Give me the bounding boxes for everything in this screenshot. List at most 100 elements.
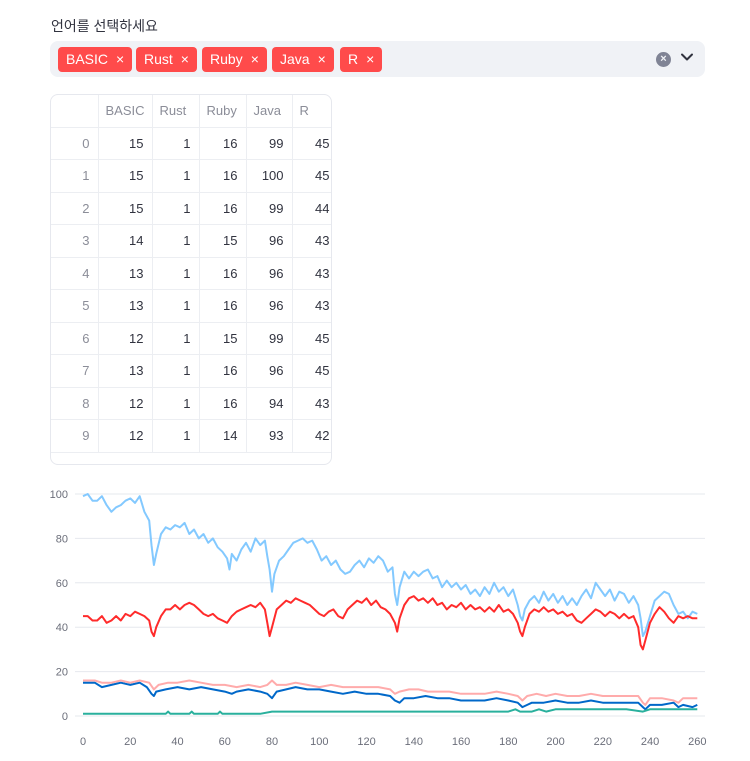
table-cell[interactable]: 99 bbox=[246, 127, 293, 160]
row-index[interactable]: 0 bbox=[51, 127, 99, 160]
table-cell[interactable]: 1 bbox=[152, 224, 200, 258]
row-index[interactable]: 9 bbox=[51, 419, 99, 453]
table-cell[interactable]: 1 bbox=[152, 289, 200, 323]
table-cell[interactable]: 43 bbox=[292, 257, 331, 290]
table-cell[interactable]: 13 bbox=[98, 289, 153, 323]
tag-basic: BASIC × bbox=[58, 47, 133, 72]
table-row: 5 13 1 16 96 43 bbox=[51, 289, 331, 323]
table-cell[interactable]: 1 bbox=[152, 387, 200, 420]
clear-all-icon[interactable]: × bbox=[656, 52, 671, 67]
row-index[interactable]: 7 bbox=[51, 354, 99, 388]
column-header[interactable]: Ruby bbox=[199, 95, 247, 128]
tag-r: R × bbox=[340, 47, 383, 72]
table-cell[interactable]: 96 bbox=[246, 354, 293, 388]
table-cell[interactable]: 44 bbox=[292, 192, 331, 225]
series-line-1[interactable] bbox=[83, 681, 698, 711]
series-line-3[interactable] bbox=[83, 595, 698, 651]
table-cell[interactable]: 13 bbox=[98, 257, 153, 290]
y-tick-label: 80 bbox=[56, 533, 68, 545]
table-row: 8 12 1 16 94 43 bbox=[51, 387, 331, 420]
series-line-0[interactable] bbox=[82, 493, 698, 638]
table-cell[interactable]: 45 bbox=[292, 354, 331, 388]
table-cell[interactable]: 15 bbox=[98, 159, 153, 193]
table-cell[interactable]: 12 bbox=[98, 322, 153, 355]
table-row: 1 15 1 16 100 45 bbox=[51, 159, 331, 193]
table-cell[interactable]: 96 bbox=[246, 257, 293, 290]
column-header[interactable]: Java bbox=[246, 95, 293, 128]
table-cell[interactable]: 100 bbox=[246, 159, 293, 193]
table-cell[interactable]: 16 bbox=[199, 289, 247, 323]
table-cell[interactable]: 16 bbox=[199, 354, 247, 388]
row-index[interactable]: 1 bbox=[51, 159, 99, 193]
remove-icon[interactable]: × bbox=[116, 51, 125, 67]
table-cell[interactable]: 43 bbox=[292, 289, 331, 323]
table-cell[interactable]: 1 bbox=[152, 192, 200, 225]
table-cell[interactable]: 94 bbox=[246, 387, 293, 420]
table-cell[interactable]: 1 bbox=[152, 354, 200, 388]
multiselect-label: 언어를 선택하세요 bbox=[51, 18, 158, 34]
column-header[interactable]: R bbox=[292, 95, 331, 128]
table-cell[interactable]: 1 bbox=[152, 322, 200, 355]
remove-icon[interactable]: × bbox=[250, 51, 259, 67]
table-cell[interactable]: 15 bbox=[199, 322, 247, 355]
line-chart: 0 20 40 60 80 100 0 20 40 60 80 100 120 140 160 180 200… bbox=[50, 489, 707, 748]
table-row: 9 12 1 14 93 42 bbox=[51, 419, 331, 453]
table-cell[interactable]: 1 bbox=[152, 127, 200, 160]
table-cell[interactable]: 16 bbox=[199, 192, 247, 225]
table-cell[interactable]: 12 bbox=[98, 419, 153, 453]
table-cell[interactable]: 45 bbox=[292, 322, 331, 355]
tag-java: Java × bbox=[272, 47, 334, 72]
y-axis: 0 20 40 60 80 100 bbox=[50, 489, 68, 723]
remove-icon[interactable]: × bbox=[180, 51, 189, 67]
x-tick-label: 20 bbox=[124, 736, 136, 748]
table-cell[interactable]: 16 bbox=[199, 387, 247, 420]
table-cell[interactable]: 13 bbox=[98, 354, 153, 388]
remove-icon[interactable]: × bbox=[317, 51, 326, 67]
row-index[interactable]: 6 bbox=[51, 322, 99, 355]
table-header-row: BASIC Rust Ruby Java R bbox=[51, 95, 331, 128]
index-header[interactable] bbox=[51, 95, 99, 128]
x-tick-label: 260 bbox=[688, 736, 706, 748]
table-cell[interactable]: 99 bbox=[246, 192, 293, 225]
column-header[interactable]: BASIC bbox=[98, 95, 153, 128]
table-cell[interactable]: 43 bbox=[292, 387, 331, 420]
table-cell[interactable]: 15 bbox=[98, 192, 153, 225]
series-line-2[interactable] bbox=[83, 679, 698, 706]
table-cell[interactable]: 1 bbox=[152, 159, 200, 193]
table-cell[interactable]: 93 bbox=[246, 419, 293, 453]
row-index[interactable]: 4 bbox=[51, 257, 99, 290]
column-header[interactable]: Rust bbox=[152, 95, 200, 128]
chevron-down-icon[interactable] bbox=[680, 50, 694, 64]
table-cell[interactable]: 99 bbox=[246, 322, 293, 355]
row-index[interactable]: 5 bbox=[51, 289, 99, 323]
row-index[interactable]: 8 bbox=[51, 387, 99, 420]
table-cell[interactable]: 42 bbox=[292, 419, 331, 453]
table-cell[interactable]: 16 bbox=[199, 159, 247, 193]
table-cell[interactable]: 1 bbox=[152, 419, 200, 453]
table-cell[interactable]: 14 bbox=[199, 419, 247, 453]
table-cell[interactable]: 15 bbox=[199, 224, 247, 258]
table-cell[interactable]: 15 bbox=[98, 127, 153, 160]
table-cell[interactable]: 16 bbox=[199, 257, 247, 290]
table-cell[interactable]: 1 bbox=[152, 257, 200, 290]
row-index[interactable]: 2 bbox=[51, 192, 99, 225]
table-cell[interactable]: 96 bbox=[246, 224, 293, 258]
x-tick-label: 140 bbox=[405, 736, 423, 748]
row-index[interactable]: 3 bbox=[51, 224, 99, 258]
series-line-4[interactable] bbox=[83, 708, 698, 715]
y-tick-label: 0 bbox=[62, 711, 68, 723]
table-cell[interactable]: 43 bbox=[292, 224, 331, 258]
table-cell[interactable]: 14 bbox=[98, 224, 153, 258]
table-cell[interactable]: 16 bbox=[199, 127, 247, 160]
table-row: 4 13 1 16 96 43 bbox=[51, 257, 331, 290]
table-cell[interactable]: 12 bbox=[98, 387, 153, 420]
table-cell[interactable]: 96 bbox=[246, 289, 293, 323]
language-multiselect[interactable]: BASIC × Rust × Ruby × Java × R × × bbox=[50, 41, 705, 77]
remove-icon[interactable]: × bbox=[366, 51, 375, 67]
data-table[interactable]: BASIC Rust Ruby Java R 0 15 1 16 99 45 1 15 1 16 100 45… bbox=[50, 94, 332, 465]
x-tick-label: 100 bbox=[310, 736, 328, 748]
table-cell[interactable]: 45 bbox=[292, 159, 331, 193]
x-tick-label: 0 bbox=[80, 736, 86, 748]
table-cell[interactable]: 45 bbox=[292, 127, 331, 160]
tag-label: Java bbox=[280, 51, 310, 67]
